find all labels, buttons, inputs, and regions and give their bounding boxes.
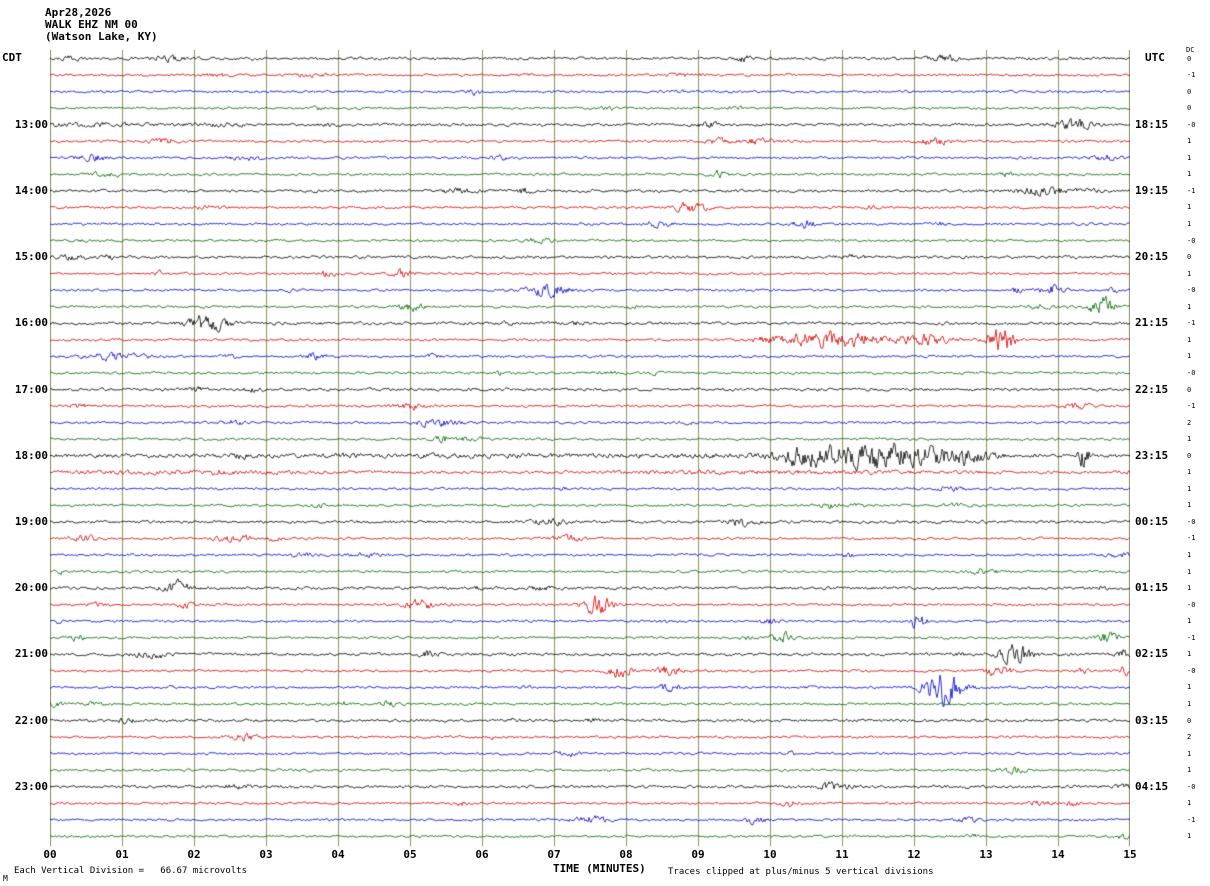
hour-label-utc: 18:15 [1135,117,1169,131]
dc-offset-value: 0 [1187,104,1192,113]
dc-offset-value: -1 [1187,815,1196,824]
dc-offset-value: 1 [1187,650,1192,659]
dc-offset-value: -0 [1187,236,1196,245]
dc-offset-header: DC [1186,46,1195,54]
hour-label-utc: 23:15 [1135,448,1169,462]
dc-offset-value: 1 [1187,584,1192,593]
hour-label-utc: 22:15 [1135,382,1169,396]
dc-offset-value: 1 [1187,335,1192,344]
date-label: Apr28,2026 [45,6,112,19]
x-tick-label: 05 [403,848,417,861]
dc-offset-value: -0 [1187,666,1196,675]
dc-offset-value: 1 [1187,170,1192,179]
dc-offset-value: 1 [1187,699,1192,708]
dc-offset-value: -1 [1187,534,1196,543]
dc-offset-value: 1 [1187,269,1192,278]
x-tick-label: 11 [835,848,849,861]
dc-offset-value: -1 [1187,186,1196,195]
dc-offset-value: 1 [1187,832,1192,841]
dc-offset-value: -0 [1187,286,1196,295]
x-tick-label: 14 [1051,848,1065,861]
corner-mark: M [3,874,8,883]
dc-offset-value: 0 [1187,87,1192,96]
hour-label-utc: 03:15 [1135,713,1169,727]
x-tick-label: 01 [115,848,129,861]
location-label: (Watson Lake, KY) [45,30,158,43]
x-tick-label: 07 [547,848,561,861]
dc-offset-value: -0 [1187,368,1196,377]
hour-label-utc: 04:15 [1135,779,1169,793]
dc-offset-value: 1 [1187,220,1192,228]
x-tick-label: 03 [259,848,273,861]
dc-offset-value: 1 [1187,137,1192,146]
dc-offset-value: 1 [1187,435,1192,444]
dc-offset-value: 1 [1187,567,1192,576]
hour-label-utc: 20:15 [1135,250,1169,264]
dc-offset-value: 0 [1187,54,1192,63]
dc-offset-value: 1 [1187,551,1192,559]
x-tick-label: 04 [331,848,345,861]
dc-offset-value: 1 [1187,203,1192,212]
dc-offset-value: -0 [1187,600,1196,609]
dc-offset-value: -0 [1187,120,1196,129]
x-tick-label: 10 [763,848,777,861]
hour-label-utc: 01:15 [1135,581,1169,595]
hour-label-cdt: 18:00 [14,448,48,462]
dc-offset-value: -1 [1187,319,1196,328]
dc-offset-value: 1 [1187,153,1192,162]
hour-label-utc: 21:15 [1135,316,1169,330]
dc-offset-value: -1 [1187,402,1196,411]
dc-offset-value: 2 [1187,418,1192,427]
dc-offset-value: 0 [1187,253,1192,262]
x-tick-label: 13 [979,848,993,861]
dc-offset-value: -0 [1187,517,1196,526]
dc-offset-value: 1 [1187,484,1192,493]
left-timezone-label: CDT [2,51,22,64]
hour-label-cdt: 13:00 [14,117,48,131]
station-label: WALK EHZ NM 00 [45,18,138,31]
hour-label-utc: 02:15 [1135,647,1169,661]
hour-label-cdt: 21:00 [14,647,48,661]
seismogram-canvas [50,50,1130,848]
dc-offset-value: 1 [1187,683,1192,692]
x-axis-title: TIME (MINUTES) [553,862,646,875]
x-tick-label: 15 [1123,848,1137,861]
dc-offset-value: -1 [1187,633,1196,642]
x-tick-label: 00 [43,848,57,861]
hour-label-cdt: 23:00 [14,779,48,793]
hour-label-cdt: 16:00 [14,316,48,330]
x-tick-label: 02 [187,848,201,861]
dc-offset-value: 2 [1187,733,1192,742]
hour-label-utc: 19:15 [1135,183,1169,197]
x-tick-label: 06 [475,848,489,861]
x-tick-label: 08 [619,848,633,861]
dc-offset-value: -0 [1187,782,1196,791]
dc-offset-value: 0 [1187,385,1192,394]
dc-offset-value: 0 [1187,451,1192,460]
dc-offset-value: 1 [1187,749,1192,758]
dc-offset-value: 1 [1187,352,1192,361]
dc-offset-value: 1 [1187,799,1192,808]
hour-label-cdt: 22:00 [14,713,48,727]
hour-label-cdt: 17:00 [14,382,48,396]
hour-label-cdt: 14:00 [14,183,48,197]
hour-label-cdt: 19:00 [14,514,48,528]
dc-offset-value: 1 [1187,468,1192,477]
hour-label-utc: 00:15 [1135,514,1169,528]
dc-offset-value: 0 [1187,716,1192,725]
hour-label-cdt: 15:00 [14,250,48,264]
hour-label-cdt: 20:00 [14,581,48,595]
scale-note: Each Vertical Division = 66.67 microvolt… [14,866,247,876]
right-timezone-label: UTC [1145,51,1165,64]
dc-offset-value: 1 [1187,501,1192,510]
clip-note: Traces clipped at plus/minus 5 vertical … [668,867,934,877]
dc-offset-value: 1 [1187,617,1192,626]
x-tick-label: 09 [691,848,705,861]
dc-offset-value: 1 [1187,302,1192,311]
dc-offset-value: -1 [1187,71,1196,80]
dc-offset-value: 1 [1187,766,1192,775]
x-tick-label: 12 [907,848,921,861]
